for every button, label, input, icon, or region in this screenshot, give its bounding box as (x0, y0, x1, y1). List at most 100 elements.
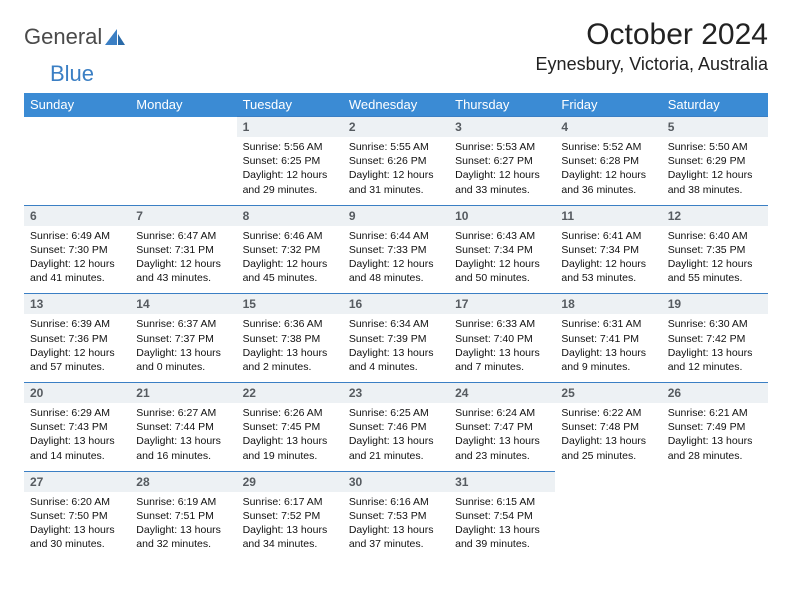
sunrise-text: Sunrise: 6:41 AM (561, 229, 655, 243)
day-number-cell: 17 (449, 294, 555, 315)
daylight-text-2: and 45 minutes. (243, 271, 337, 285)
sunrise-text: Sunrise: 5:52 AM (561, 140, 655, 154)
daylight-text-2: and 57 minutes. (30, 360, 124, 374)
sunrise-text: Sunrise: 6:24 AM (455, 406, 549, 420)
day-number-row: 13141516171819 (24, 294, 768, 315)
day-number-cell: 31 (449, 471, 555, 492)
day-content-cell: Sunrise: 6:41 AMSunset: 7:34 PMDaylight:… (555, 226, 661, 294)
sunset-text: Sunset: 7:30 PM (30, 243, 124, 257)
day-content-row: Sunrise: 5:56 AMSunset: 6:25 PMDaylight:… (24, 137, 768, 205)
day-content-cell: Sunrise: 6:40 AMSunset: 7:35 PMDaylight:… (662, 226, 768, 294)
day-number-cell: 13 (24, 294, 130, 315)
daylight-text-1: Daylight: 13 hours (455, 434, 549, 448)
sunset-text: Sunset: 7:35 PM (668, 243, 762, 257)
daylight-text-2: and 23 minutes. (455, 449, 549, 463)
sunset-text: Sunset: 7:38 PM (243, 332, 337, 346)
day-number-cell: 29 (237, 471, 343, 492)
sunset-text: Sunset: 7:36 PM (30, 332, 124, 346)
sunrise-text: Sunrise: 6:19 AM (136, 495, 230, 509)
day-content-cell: Sunrise: 6:46 AMSunset: 7:32 PMDaylight:… (237, 226, 343, 294)
day-number-cell: 11 (555, 205, 661, 226)
daylight-text-2: and 14 minutes. (30, 449, 124, 463)
sunset-text: Sunset: 7:53 PM (349, 509, 443, 523)
day-number-cell: 25 (555, 383, 661, 404)
day-content-cell (130, 137, 236, 205)
day-content-cell: Sunrise: 6:26 AMSunset: 7:45 PMDaylight:… (237, 403, 343, 471)
daylight-text-1: Daylight: 12 hours (30, 346, 124, 360)
daylight-text-1: Daylight: 13 hours (30, 523, 124, 537)
sunrise-text: Sunrise: 6:43 AM (455, 229, 549, 243)
sunrise-text: Sunrise: 6:29 AM (30, 406, 124, 420)
sunrise-text: Sunrise: 6:47 AM (136, 229, 230, 243)
daylight-text-1: Daylight: 13 hours (243, 523, 337, 537)
sunrise-text: Sunrise: 6:31 AM (561, 317, 655, 331)
sunset-text: Sunset: 7:34 PM (561, 243, 655, 257)
day-number-cell: 1 (237, 117, 343, 138)
sunset-text: Sunset: 7:46 PM (349, 420, 443, 434)
day-number-cell: 9 (343, 205, 449, 226)
daylight-text-1: Daylight: 13 hours (243, 346, 337, 360)
sunrise-text: Sunrise: 6:16 AM (349, 495, 443, 509)
daylight-text-2: and 36 minutes. (561, 183, 655, 197)
day-content-cell: Sunrise: 5:53 AMSunset: 6:27 PMDaylight:… (449, 137, 555, 205)
sunrise-text: Sunrise: 6:34 AM (349, 317, 443, 331)
daylight-text-2: and 37 minutes. (349, 537, 443, 551)
day-header: Thursday (449, 93, 555, 117)
daylight-text-2: and 25 minutes. (561, 449, 655, 463)
day-content-row: Sunrise: 6:39 AMSunset: 7:36 PMDaylight:… (24, 314, 768, 382)
day-content-cell: Sunrise: 6:36 AMSunset: 7:38 PMDaylight:… (237, 314, 343, 382)
day-number-cell (24, 117, 130, 138)
sunrise-text: Sunrise: 6:15 AM (455, 495, 549, 509)
day-number-cell: 28 (130, 471, 236, 492)
day-number-cell: 18 (555, 294, 661, 315)
day-content-cell (662, 492, 768, 560)
logo-text-blue: Blue (50, 61, 792, 87)
daylight-text-2: and 21 minutes. (349, 449, 443, 463)
daylight-text-1: Daylight: 12 hours (561, 168, 655, 182)
sunrise-text: Sunrise: 6:44 AM (349, 229, 443, 243)
sunrise-text: Sunrise: 6:20 AM (30, 495, 124, 509)
day-number-cell: 5 (662, 117, 768, 138)
day-content-cell: Sunrise: 6:43 AMSunset: 7:34 PMDaylight:… (449, 226, 555, 294)
sunrise-text: Sunrise: 6:22 AM (561, 406, 655, 420)
day-number-cell: 22 (237, 383, 343, 404)
daylight-text-1: Daylight: 13 hours (349, 434, 443, 448)
day-content-cell: Sunrise: 6:44 AMSunset: 7:33 PMDaylight:… (343, 226, 449, 294)
sunset-text: Sunset: 6:29 PM (668, 154, 762, 168)
day-number-cell (662, 471, 768, 492)
sunset-text: Sunset: 7:54 PM (455, 509, 549, 523)
sunrise-text: Sunrise: 6:33 AM (455, 317, 549, 331)
daylight-text-1: Daylight: 13 hours (668, 346, 762, 360)
day-content-cell (24, 137, 130, 205)
daylight-text-2: and 53 minutes. (561, 271, 655, 285)
sunrise-text: Sunrise: 6:17 AM (243, 495, 337, 509)
day-header: Monday (130, 93, 236, 117)
day-header-row: Sunday Monday Tuesday Wednesday Thursday… (24, 93, 768, 117)
daylight-text-2: and 28 minutes. (668, 449, 762, 463)
day-content-cell: Sunrise: 6:34 AMSunset: 7:39 PMDaylight:… (343, 314, 449, 382)
day-content-cell: Sunrise: 6:33 AMSunset: 7:40 PMDaylight:… (449, 314, 555, 382)
sunset-text: Sunset: 7:43 PM (30, 420, 124, 434)
daylight-text-1: Daylight: 12 hours (30, 257, 124, 271)
day-number-cell: 30 (343, 471, 449, 492)
day-content-cell: Sunrise: 6:15 AMSunset: 7:54 PMDaylight:… (449, 492, 555, 560)
daylight-text-2: and 55 minutes. (668, 271, 762, 285)
day-content-cell: Sunrise: 5:50 AMSunset: 6:29 PMDaylight:… (662, 137, 768, 205)
day-number-row: 20212223242526 (24, 383, 768, 404)
sunset-text: Sunset: 7:33 PM (349, 243, 443, 257)
day-number-cell: 16 (343, 294, 449, 315)
sunset-text: Sunset: 6:25 PM (243, 154, 337, 168)
daylight-text-1: Daylight: 13 hours (30, 434, 124, 448)
day-header: Saturday (662, 93, 768, 117)
sunrise-text: Sunrise: 6:46 AM (243, 229, 337, 243)
sunrise-text: Sunrise: 5:56 AM (243, 140, 337, 154)
daylight-text-2: and 29 minutes. (243, 183, 337, 197)
day-header: Wednesday (343, 93, 449, 117)
day-content-cell: Sunrise: 5:55 AMSunset: 6:26 PMDaylight:… (343, 137, 449, 205)
daylight-text-1: Daylight: 12 hours (243, 168, 337, 182)
daylight-text-2: and 12 minutes. (668, 360, 762, 374)
daylight-text-2: and 2 minutes. (243, 360, 337, 374)
day-number-cell: 27 (24, 471, 130, 492)
sunrise-text: Sunrise: 5:55 AM (349, 140, 443, 154)
calendar-table: Sunday Monday Tuesday Wednesday Thursday… (24, 93, 768, 559)
